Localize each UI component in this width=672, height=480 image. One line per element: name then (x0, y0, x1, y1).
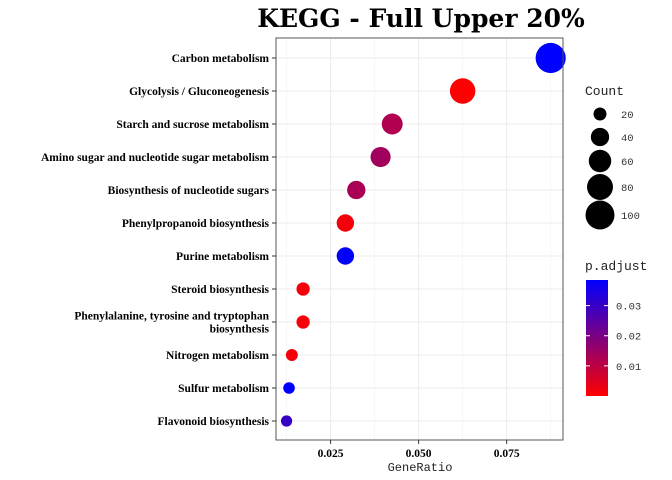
data-point (381, 113, 403, 135)
data-point (449, 78, 476, 104)
data-point (336, 247, 355, 265)
y-tick-label: Starch and sucrose metabolism (116, 119, 269, 131)
count-legend-key (587, 174, 613, 200)
chart-title: KEGG - Full Upper 20% (257, 4, 585, 33)
count-legend-key (590, 127, 610, 147)
y-tick-label-line: Glycolysis / Gluconeogenesis (129, 86, 269, 98)
data-point (296, 315, 310, 329)
y-tick-label: Sulfur metabolism (178, 383, 269, 395)
y-tick-label: Biosynthesis of nucleotide sugars (108, 185, 270, 197)
x-tick-label: 0.025 (318, 448, 344, 460)
y-tick-label: Flavonoid biosynthesis (157, 416, 269, 428)
y-tick-label: Phenylalanine, tyrosine and tryptophan bi… (74, 311, 269, 336)
y-tick-label-line: Starch and sucrose metabolism (116, 119, 269, 131)
data-point (336, 214, 355, 232)
count-legend-label: 60 (621, 157, 634, 169)
x-axis-ticks: 0.025 0.050 0.075 (318, 440, 520, 460)
y-tick-label: Steroid biosynthesis (171, 284, 269, 296)
padj-legend: p.adjust 0.01 0.02 0.03 (585, 259, 647, 396)
y-tick-label-line: Steroid biosynthesis (171, 284, 269, 296)
count-legend-title: Count (585, 84, 624, 99)
count-legend: Count 20 40 60 80 100 (585, 84, 640, 230)
data-point (280, 415, 293, 427)
count-legend-label: 20 (621, 110, 634, 122)
count-legend-key (593, 107, 607, 121)
padj-colorbar (586, 280, 608, 396)
data-point (535, 42, 566, 74)
y-axis-labels: Carbon metabolism Glycolysis / Gluconeoge… (41, 53, 276, 428)
count-legend-label: 100 (621, 211, 640, 223)
padj-legend-label: 0.02 (616, 332, 641, 344)
x-tick-label: 0.075 (494, 448, 520, 460)
grid (276, 38, 563, 440)
data-point (370, 146, 391, 168)
panel-border (275, 37, 564, 441)
y-tick-label-line: Purine metabolism (176, 251, 269, 263)
data-point (283, 382, 295, 394)
y-tick-label-line: biosynthesis (210, 324, 270, 336)
y-tick-label-line: Sulfur metabolism (178, 383, 269, 395)
count-legend-label: 40 (621, 133, 634, 145)
y-tick-label: Carbon metabolism (172, 53, 270, 65)
data-points (280, 42, 566, 427)
count-legend-key (588, 149, 612, 173)
x-tick-label: 0.050 (406, 448, 432, 460)
data-point (347, 180, 366, 200)
y-tick-label: Phenylpropanoid biosynthesis (122, 218, 270, 230)
y-tick-label-line: Carbon metabolism (172, 53, 270, 65)
padj-legend-title: p.adjust (585, 259, 647, 274)
y-tick-label: Amino sugar and nucleotide sugar metabol… (41, 152, 269, 164)
x-axis-title: GeneRatio (388, 461, 453, 475)
y-tick-label: Glycolysis / Gluconeogenesis (129, 86, 269, 98)
padj-legend-label: 0.01 (616, 362, 641, 374)
data-point (296, 282, 310, 296)
y-tick-label-line: Flavonoid biosynthesis (157, 416, 269, 428)
y-tick-label: Purine metabolism (176, 251, 269, 263)
y-tick-label-line: Biosynthesis of nucleotide sugars (108, 185, 270, 197)
y-tick-label-line: Phenylalanine, tyrosine and tryptophan (74, 311, 269, 323)
y-tick-label-line: Nitrogen metabolism (166, 350, 269, 362)
count-legend-key (585, 200, 615, 230)
padj-legend-label: 0.03 (616, 302, 641, 314)
y-tick-label: Nitrogen metabolism (166, 350, 269, 362)
count-legend-label: 80 (621, 183, 634, 195)
data-point (285, 349, 298, 361)
y-tick-label-line: Amino sugar and nucleotide sugar metabol… (41, 152, 269, 164)
y-tick-label-line: Phenylpropanoid biosynthesis (122, 218, 270, 230)
